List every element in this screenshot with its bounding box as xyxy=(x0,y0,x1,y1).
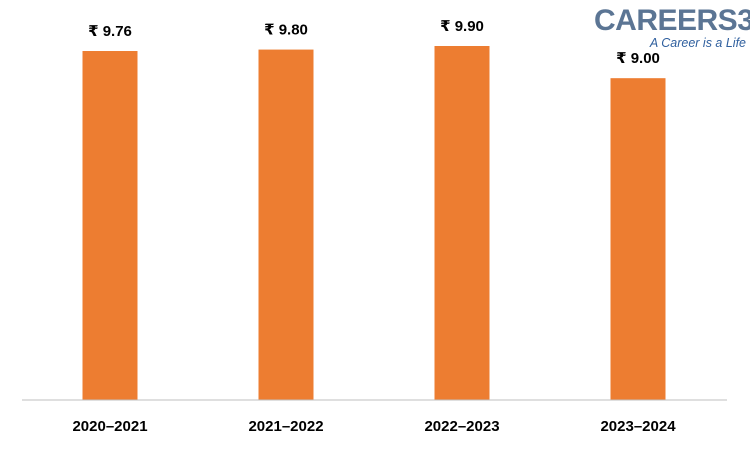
x-tick-labels: 2020–2021 2021–2022 2022–2023 2023–2024 xyxy=(72,418,676,435)
data-label-2021–2022: ₹ 9.80 xyxy=(264,22,308,39)
bar-2020–2021 xyxy=(82,51,138,400)
x-tick-label-2023–2024: 2023–2024 xyxy=(600,418,676,435)
x-tick-label-2021–2022: 2021–2022 xyxy=(248,418,323,435)
logo-wordmark: CAREERS360 xyxy=(594,4,750,37)
bar-2022–2023 xyxy=(434,46,490,400)
data-label-2022–2023: ₹ 9.90 xyxy=(440,18,484,35)
bars xyxy=(82,46,666,401)
logo-tagline: A Career is a Life xyxy=(649,36,746,50)
bar-2021–2022 xyxy=(258,49,314,401)
data-label-2020–2021: ₹ 9.76 xyxy=(88,23,132,40)
data-labels: ₹ 9.76 ₹ 9.80 ₹ 9.90 ₹ 9.00 xyxy=(88,18,660,67)
x-tick-label-2020–2021: 2020–2021 xyxy=(72,418,147,435)
data-label-2023–2024: ₹ 9.00 xyxy=(616,50,660,67)
bar-2023–2024 xyxy=(610,78,666,400)
x-tick-label-2022–2023: 2022–2023 xyxy=(424,418,499,435)
careers360-logo: CAREERS360 A Career is a Life xyxy=(594,2,750,58)
